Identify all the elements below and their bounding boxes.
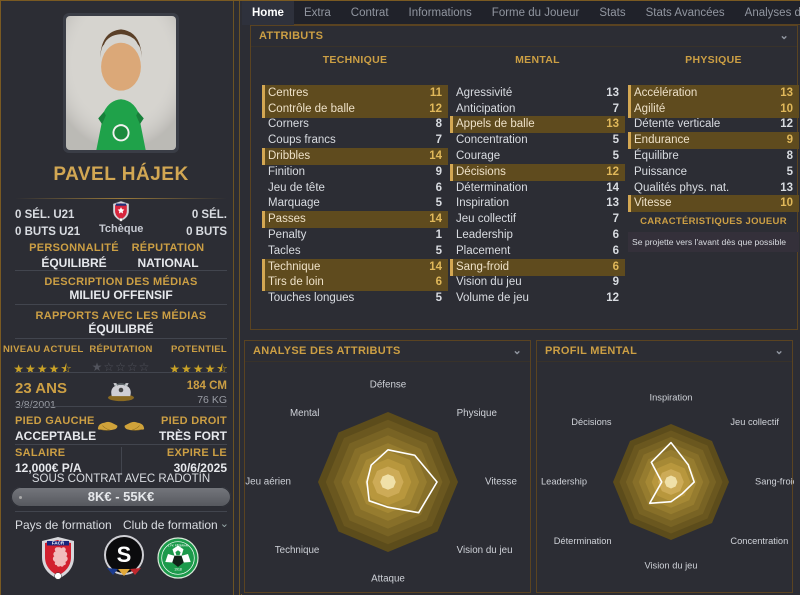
svg-text:Physique: Physique [457,408,498,419]
svg-text:Vision du jeu: Vision du jeu [457,545,513,556]
svg-text:Mental: Mental [290,408,319,419]
svg-text:Détermination: Détermination [554,536,612,546]
svg-text:1.FK PŘÍBRAM: 1.FK PŘÍBRAM [168,543,189,548]
svg-text:Attaque: Attaque [371,574,405,585]
svg-text:Vitesse: Vitesse [485,477,518,488]
svg-text:Sang-froid: Sang-froid [755,476,794,486]
svg-text:Leadership: Leadership [541,476,587,486]
svg-text:S: S [117,542,132,567]
svg-text:Technique: Technique [275,545,320,556]
svg-text:Décisions: Décisions [571,417,612,427]
svg-text:Concentration: Concentration [730,536,788,546]
svg-text:Vision du jeu: Vision du jeu [644,560,697,570]
svg-text:FAČR: FAČR [52,540,65,546]
svg-text:Inspiration: Inspiration [650,392,693,402]
svg-text:1918: 1918 [174,568,182,572]
svg-text:Défense: Défense [370,380,407,391]
svg-text:Jeu aérien: Jeu aérien [245,477,291,488]
svg-text:Jeu collectif: Jeu collectif [730,417,779,427]
